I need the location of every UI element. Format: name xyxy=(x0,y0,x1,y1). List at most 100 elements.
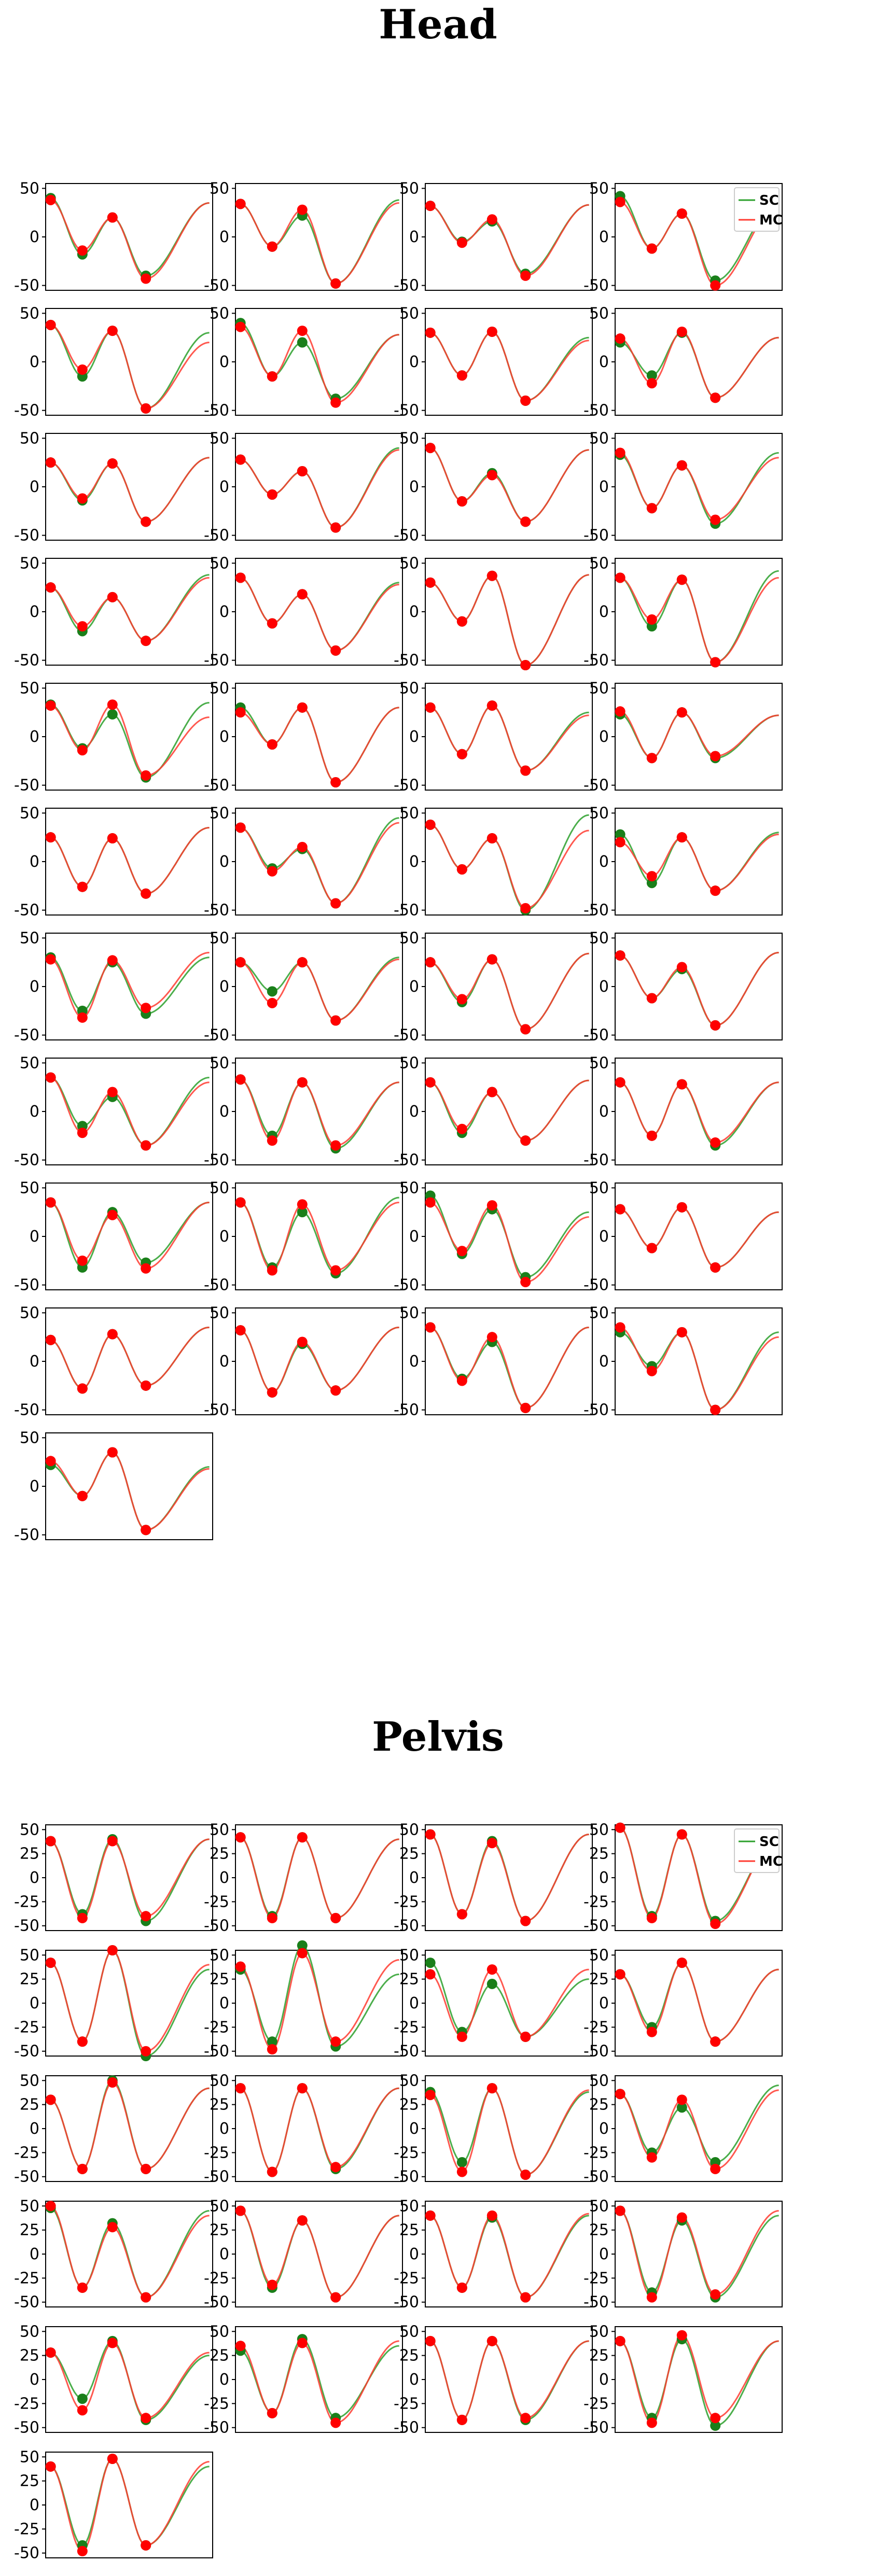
mc-point xyxy=(141,888,151,899)
panel-frame xyxy=(425,1058,593,1165)
y-tick-label: -25 xyxy=(14,2269,39,2287)
y-tick-label: -25 xyxy=(394,1893,419,1911)
y-tick-label: -25 xyxy=(204,1893,229,1911)
mc-point xyxy=(330,645,341,656)
sc-point xyxy=(267,2036,277,2047)
mc-point xyxy=(646,1366,657,1376)
y-tick-label: 0 xyxy=(599,353,609,371)
mc-point xyxy=(425,327,436,338)
y-tick-label: -50 xyxy=(14,277,39,295)
panel-frame xyxy=(425,308,593,416)
mc-point xyxy=(615,2089,625,2100)
panel-frame xyxy=(235,558,403,666)
y-tick-label: -50 xyxy=(394,402,419,420)
y-tick-label: -25 xyxy=(14,2520,39,2538)
mc-line xyxy=(50,2458,210,2552)
mc-point xyxy=(45,582,56,593)
mc-point xyxy=(107,212,118,223)
y-tick-label: 25 xyxy=(20,2347,39,2365)
mc-point xyxy=(615,1969,625,1980)
mc-point xyxy=(77,2282,88,2293)
mc-point xyxy=(425,2335,436,2346)
mc-point xyxy=(456,1375,467,1386)
mc-point xyxy=(77,2405,88,2416)
mc-line xyxy=(50,1838,210,1919)
mc-point xyxy=(486,2210,497,2221)
y-tick-label: 50 xyxy=(399,429,419,447)
sc-point xyxy=(297,1207,308,1218)
y-tick-label: 0 xyxy=(219,1103,229,1121)
mc-point xyxy=(297,1077,308,1088)
y-tick-label: 0 xyxy=(599,1228,609,1246)
mc-point xyxy=(520,516,531,527)
mc-point xyxy=(297,204,308,215)
sc-point xyxy=(425,1958,436,1968)
mc-line xyxy=(50,577,210,642)
panel-frame xyxy=(45,808,213,916)
mc-point xyxy=(297,1336,308,1347)
mc-line xyxy=(240,202,399,285)
mc-point xyxy=(710,885,721,896)
mc-point xyxy=(615,706,625,717)
sc-line xyxy=(50,956,210,1015)
mc-line xyxy=(430,824,589,909)
mc-point xyxy=(330,777,341,788)
mc-point xyxy=(77,364,88,375)
mc-point xyxy=(646,753,657,764)
mc-point xyxy=(486,954,497,965)
mc-point xyxy=(235,572,246,583)
y-tick-label: 0 xyxy=(219,228,229,246)
mc-point xyxy=(107,833,118,844)
mc-point xyxy=(45,1072,56,1083)
mc-point xyxy=(615,1322,625,1333)
y-tick-label: -50 xyxy=(204,1401,229,1419)
mc-point xyxy=(45,2347,56,2358)
y-tick-label: 50 xyxy=(589,179,609,198)
mc-point xyxy=(235,957,246,968)
mc-point xyxy=(45,832,56,843)
mc-point xyxy=(297,326,308,336)
mc-point xyxy=(520,270,531,281)
y-tick-label: -50 xyxy=(14,527,39,545)
y-tick-label: 25 xyxy=(589,1970,609,1989)
mc-point xyxy=(676,2094,687,2105)
y-tick-label: 25 xyxy=(399,2347,419,2365)
mc-point xyxy=(45,319,56,330)
y-tick-label: 25 xyxy=(399,2096,419,2114)
panel-frame xyxy=(425,433,593,541)
y-tick-label: 25 xyxy=(399,1845,419,1863)
mc-point xyxy=(520,1402,531,1413)
mc-point xyxy=(235,2083,246,2094)
mc-point xyxy=(235,1961,246,1972)
mc-point xyxy=(615,1822,625,1833)
mc-line xyxy=(620,834,779,892)
y-tick-label: 50 xyxy=(399,554,419,572)
y-tick-label: -50 xyxy=(14,402,39,420)
y-tick-label: 0 xyxy=(30,1228,39,1246)
mc-point xyxy=(425,1829,436,1840)
y-tick-label: -50 xyxy=(394,652,419,670)
y-tick-label: -50 xyxy=(14,1526,39,1544)
mc-point xyxy=(676,1958,687,1968)
mc-point xyxy=(710,1020,721,1031)
mc-point xyxy=(235,1074,246,1085)
mc-point xyxy=(486,2083,497,2094)
y-tick-label: 25 xyxy=(399,1970,419,1989)
y-tick-label: 25 xyxy=(20,2221,39,2240)
mc-point xyxy=(297,2215,308,2226)
mc-point xyxy=(646,1243,657,1254)
y-tick-label: 50 xyxy=(210,1946,229,1964)
mc-line xyxy=(240,2210,399,2299)
mc-point xyxy=(615,196,625,207)
y-tick-label: 0 xyxy=(599,1869,609,1887)
sc-point xyxy=(297,337,308,348)
mc-point xyxy=(77,881,88,892)
y-tick-label: 50 xyxy=(589,429,609,447)
mc-point xyxy=(330,522,341,533)
y-tick-label: -50 xyxy=(394,2419,419,2437)
y-tick-label: 50 xyxy=(20,2322,39,2341)
mc-line xyxy=(50,703,210,777)
mc-point xyxy=(45,194,56,205)
mc-point xyxy=(425,577,436,588)
mc-point xyxy=(107,2222,118,2233)
